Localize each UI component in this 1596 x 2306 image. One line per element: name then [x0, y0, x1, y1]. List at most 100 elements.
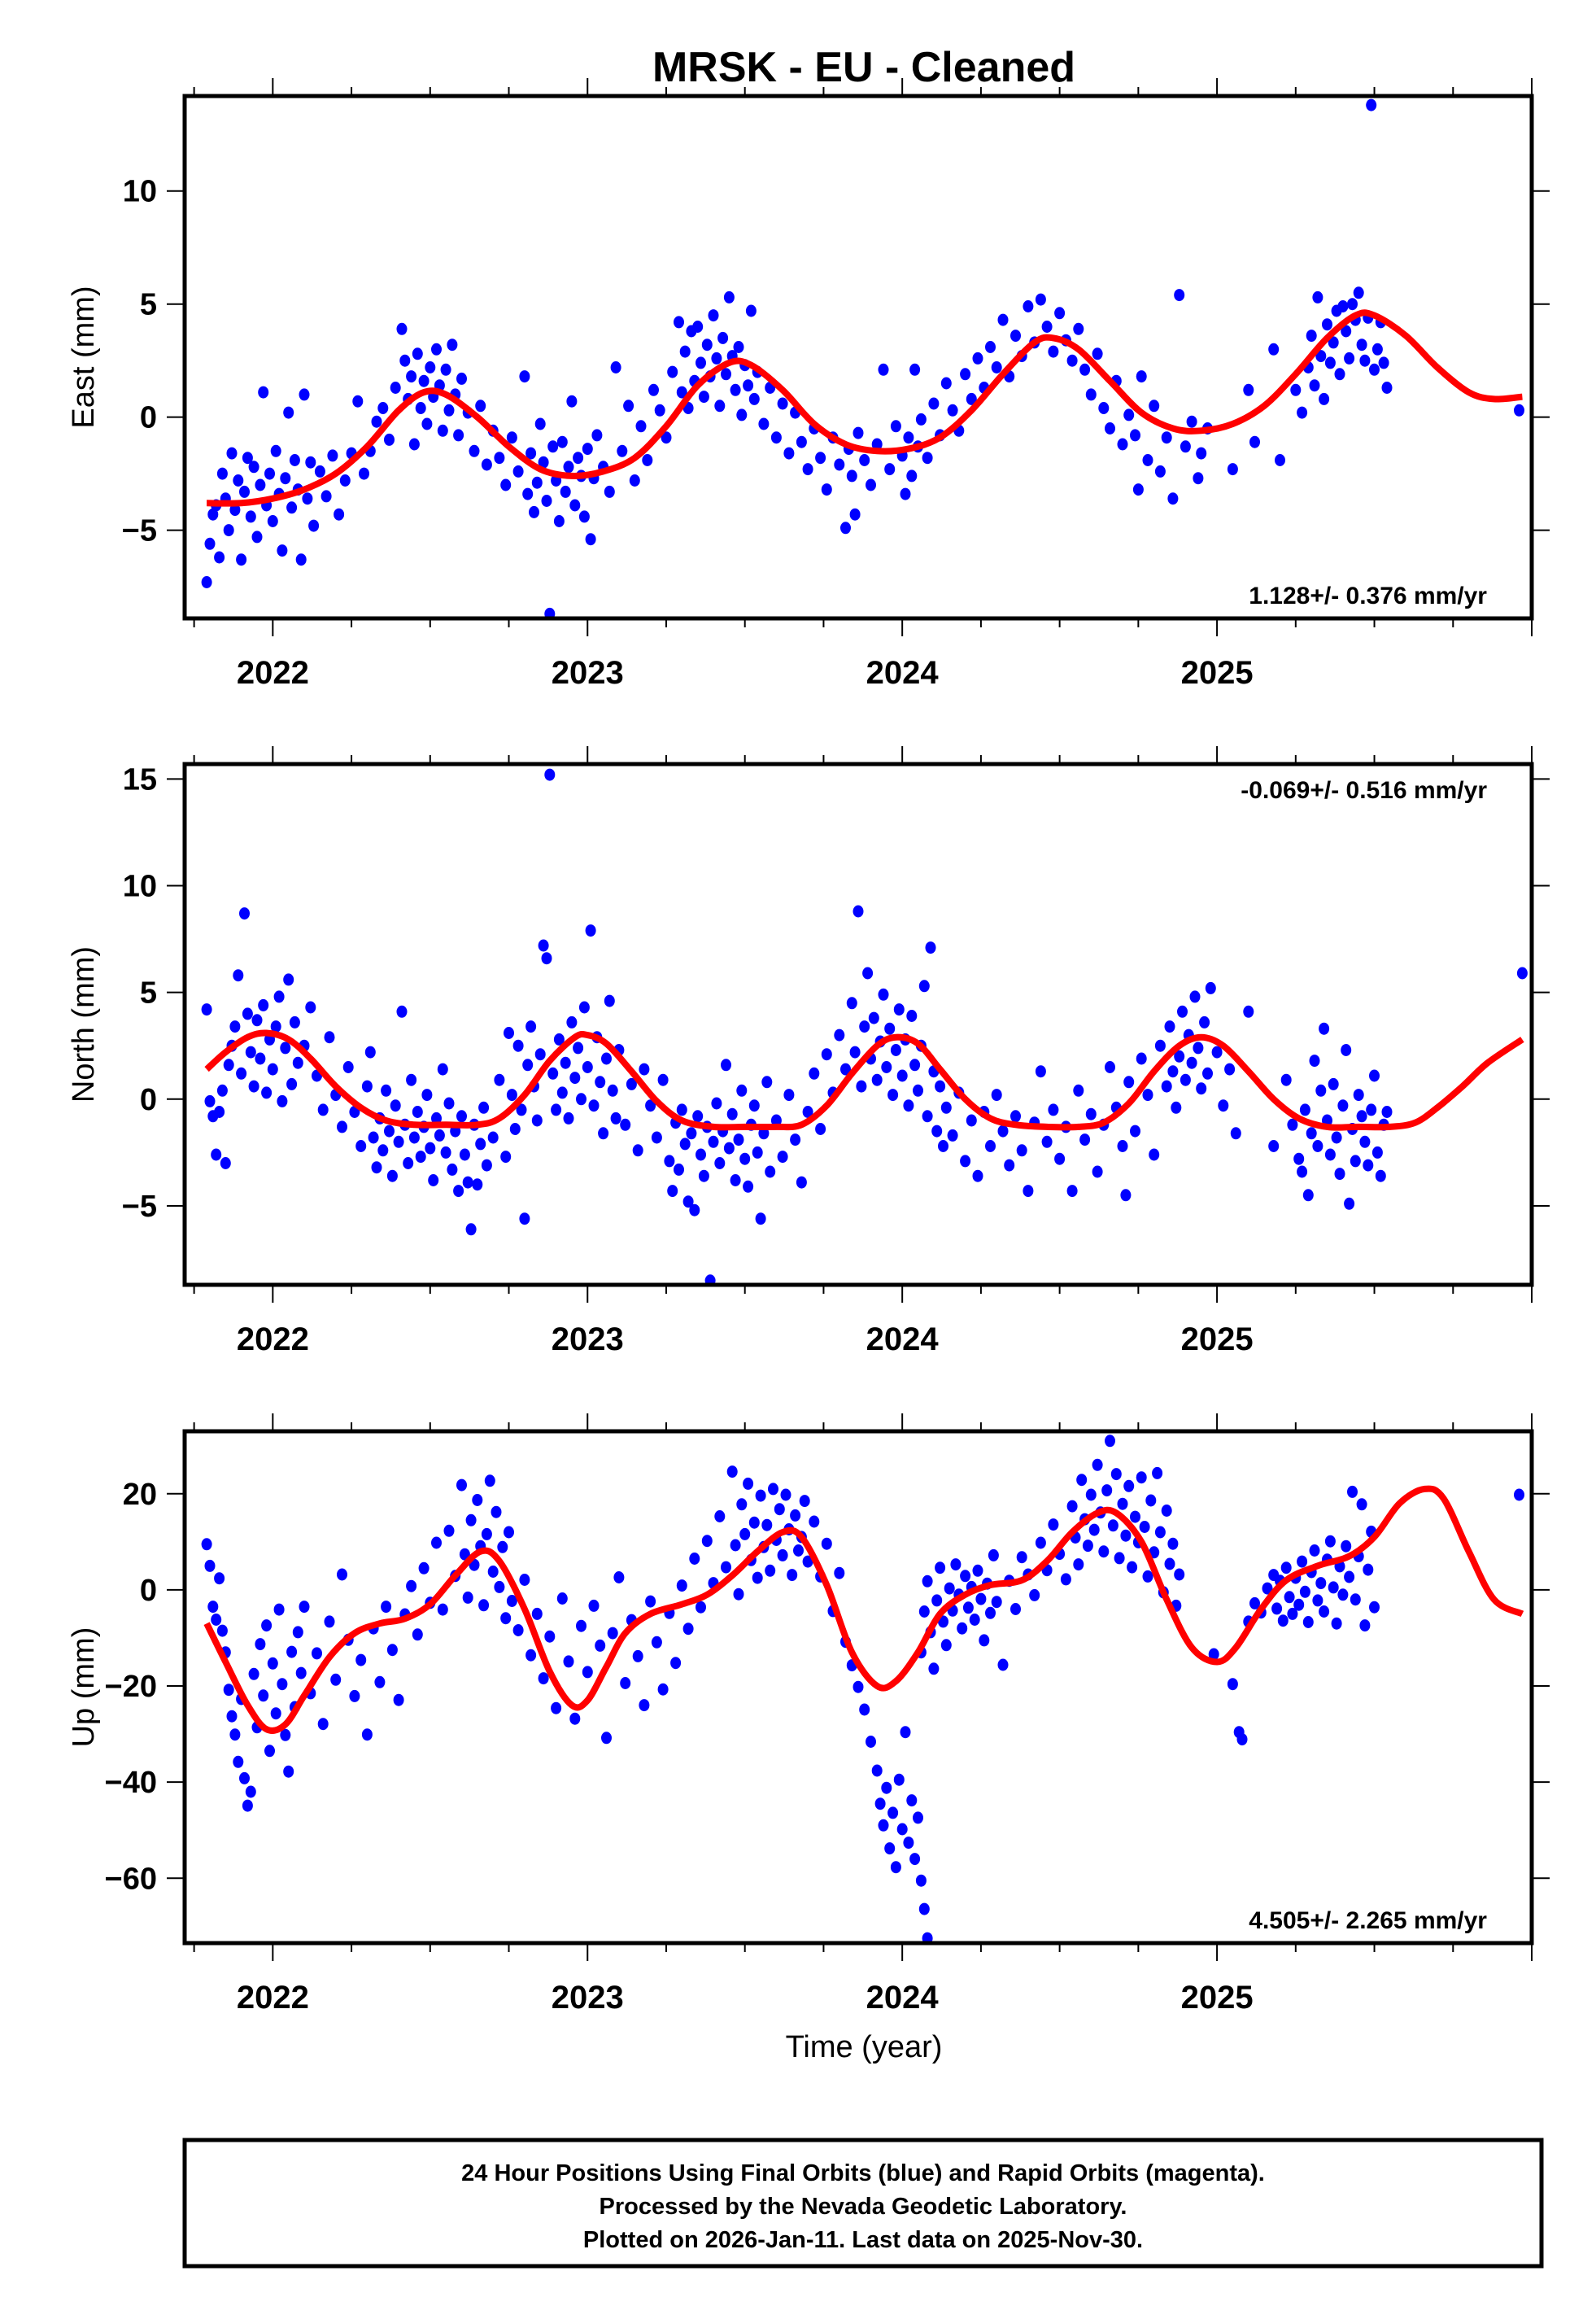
data-point: [560, 1056, 571, 1069]
data-point: [1041, 1135, 1053, 1148]
data-point: [947, 404, 958, 417]
north-velocity-label: -0.069+/- 0.516 mm/yr: [1241, 777, 1487, 804]
data-point: [1048, 1103, 1059, 1116]
data-point: [1306, 1127, 1317, 1140]
data-point: [821, 1537, 832, 1550]
data-point: [578, 510, 590, 523]
data-point: [799, 1495, 810, 1508]
data-point: [966, 1114, 977, 1127]
y-tick-label: −20: [105, 1670, 157, 1704]
data-point: [506, 431, 517, 444]
data-point: [849, 508, 861, 521]
data-point: [226, 1710, 238, 1723]
data-point: [361, 1080, 373, 1093]
data-point: [525, 1020, 537, 1033]
chart-title: MRSK - EU - Cleaned: [652, 44, 1075, 91]
data-point: [834, 458, 845, 471]
data-point: [1284, 1591, 1295, 1604]
data-point: [264, 1745, 275, 1758]
data-point: [556, 1592, 568, 1605]
data-point: [337, 1120, 347, 1133]
data-point: [903, 1837, 914, 1850]
data-point: [563, 1112, 574, 1125]
data-point: [1359, 1135, 1371, 1148]
east-points: [201, 98, 1524, 618]
data-point: [1277, 1614, 1289, 1627]
data-point: [302, 492, 313, 505]
data-point: [906, 1010, 918, 1022]
data-point: [682, 1622, 694, 1636]
data-point: [560, 485, 571, 498]
data-point: [909, 363, 921, 376]
data-point: [1381, 382, 1393, 394]
data-point: [931, 1125, 943, 1138]
data-point: [500, 478, 512, 491]
data-point: [626, 1077, 637, 1090]
data-point: [1029, 1588, 1040, 1601]
data-point: [1199, 1015, 1210, 1029]
data-point: [216, 1624, 228, 1637]
data-point: [620, 1118, 631, 1131]
data-point: [289, 454, 300, 466]
data-point: [418, 1561, 430, 1574]
data-point: [229, 1728, 241, 1741]
data-point: [1035, 293, 1046, 306]
data-point: [431, 1536, 442, 1549]
data-point: [1306, 330, 1317, 343]
up-plot-frame: [182, 1429, 1534, 1946]
data-point: [1341, 1044, 1352, 1056]
data-point: [922, 1932, 933, 1943]
data-point: [494, 452, 505, 465]
data-point: [494, 1580, 505, 1593]
data-point: [214, 1106, 225, 1118]
data-point: [1275, 454, 1285, 466]
data-point: [1337, 300, 1349, 312]
data-point: [239, 907, 250, 920]
data-point: [598, 1127, 609, 1140]
data-point: [758, 417, 770, 430]
data-point: [534, 417, 546, 430]
data-point: [519, 370, 530, 383]
data-point: [531, 1114, 543, 1127]
data-point: [443, 1524, 455, 1537]
data-point: [1066, 1185, 1078, 1198]
data-point: [519, 1574, 530, 1586]
data-point: [1299, 1103, 1310, 1116]
data-point: [1328, 336, 1339, 349]
north-points: [201, 768, 1528, 1285]
data-point: [299, 388, 310, 401]
data-point: [1227, 1678, 1238, 1691]
data-point: [1180, 1073, 1191, 1086]
y-tick-label: 0: [140, 1574, 157, 1608]
data-point: [802, 463, 813, 476]
data-point: [591, 429, 603, 442]
data-point: [569, 499, 581, 512]
data-point: [1324, 1148, 1336, 1161]
data-point: [1344, 1570, 1355, 1583]
data-point: [1023, 300, 1034, 312]
data-point: [793, 1544, 804, 1557]
data-point: [431, 1112, 442, 1125]
data-point: [859, 1020, 870, 1033]
data-point: [1098, 402, 1110, 414]
data-point: [1347, 1485, 1358, 1498]
data-point: [1319, 392, 1330, 405]
data-point: [878, 1819, 889, 1832]
data-point: [1268, 1140, 1280, 1152]
data-point: [497, 1540, 508, 1553]
data-point: [676, 1579, 687, 1592]
data-point: [487, 1566, 499, 1578]
data-point: [491, 1505, 502, 1518]
data-point: [918, 980, 930, 993]
data-point: [1079, 363, 1091, 376]
data-point: [1230, 1127, 1241, 1140]
data-point: [1117, 1497, 1128, 1510]
data-point: [960, 1155, 971, 1168]
data-point: [1309, 379, 1320, 392]
data-point: [456, 372, 467, 385]
data-point: [1101, 1484, 1113, 1497]
data-point: [475, 1138, 486, 1151]
data-point: [991, 1596, 1002, 1609]
data-point: [1334, 368, 1345, 381]
data-point: [1287, 1118, 1298, 1131]
